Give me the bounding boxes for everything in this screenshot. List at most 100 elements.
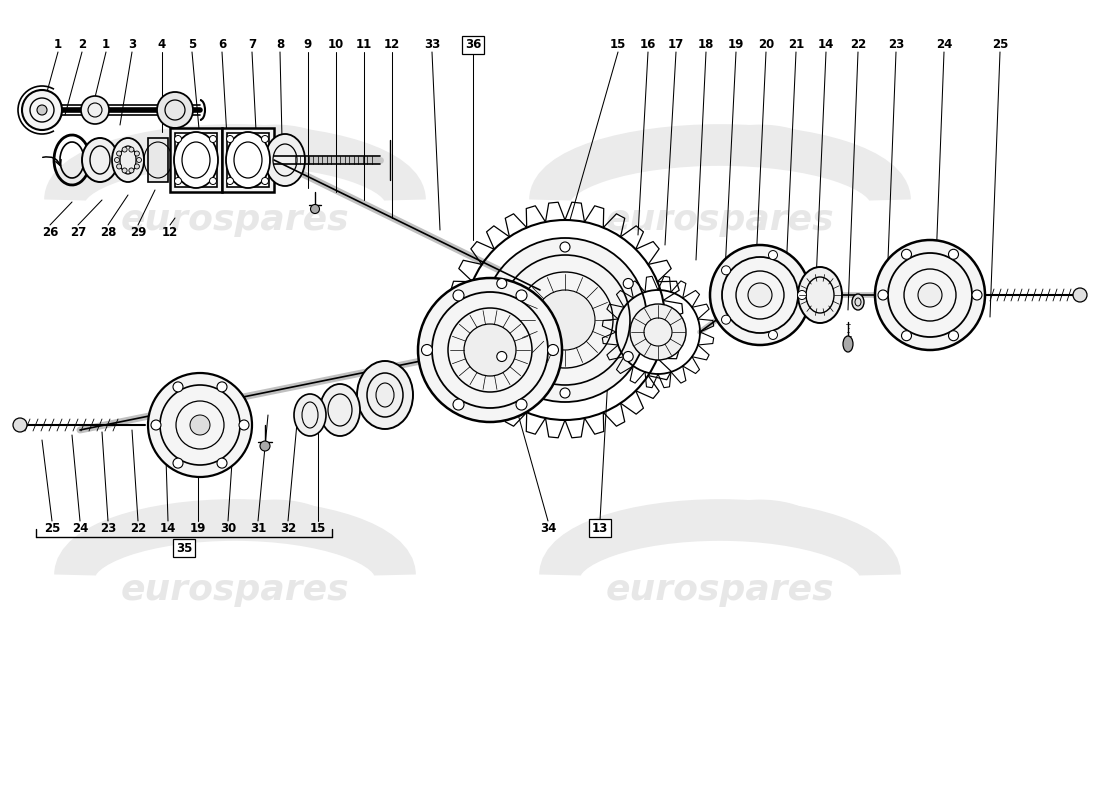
Circle shape <box>902 330 912 341</box>
Circle shape <box>630 304 686 360</box>
Ellipse shape <box>265 134 305 186</box>
Text: 23: 23 <box>888 38 904 51</box>
Circle shape <box>148 373 252 477</box>
Text: 26: 26 <box>42 226 58 238</box>
Text: 23: 23 <box>100 522 117 534</box>
Text: 2: 2 <box>78 38 86 51</box>
Circle shape <box>483 238 647 402</box>
Text: 14: 14 <box>817 38 834 51</box>
Text: 8: 8 <box>276 38 284 51</box>
Circle shape <box>22 90 62 130</box>
Circle shape <box>173 382 183 392</box>
Text: 6: 6 <box>218 38 227 51</box>
Circle shape <box>1072 288 1087 302</box>
Circle shape <box>453 399 464 410</box>
Circle shape <box>497 278 507 289</box>
Text: 12: 12 <box>384 38 400 51</box>
Text: 18: 18 <box>697 38 714 51</box>
Circle shape <box>122 168 128 173</box>
Circle shape <box>421 345 432 355</box>
Circle shape <box>209 178 217 185</box>
Text: 13: 13 <box>592 522 608 534</box>
Text: 16: 16 <box>640 38 657 51</box>
Circle shape <box>798 290 806 299</box>
Circle shape <box>918 283 942 307</box>
Circle shape <box>878 290 888 300</box>
Text: 5: 5 <box>188 38 196 51</box>
Circle shape <box>190 415 210 435</box>
Circle shape <box>114 158 120 162</box>
Text: 29: 29 <box>130 226 146 238</box>
Ellipse shape <box>294 394 326 436</box>
Text: 19: 19 <box>190 522 206 534</box>
Ellipse shape <box>82 138 118 182</box>
Ellipse shape <box>112 138 144 182</box>
Circle shape <box>157 92 192 128</box>
Circle shape <box>175 135 182 142</box>
Text: 15: 15 <box>310 522 327 534</box>
Bar <box>175 133 217 187</box>
Bar <box>170 128 222 192</box>
Text: 21: 21 <box>788 38 804 51</box>
Text: 7: 7 <box>248 38 256 51</box>
Text: 1: 1 <box>102 38 110 51</box>
Circle shape <box>310 205 319 214</box>
Ellipse shape <box>843 336 852 352</box>
Circle shape <box>260 441 270 451</box>
Circle shape <box>748 283 772 307</box>
Text: 25: 25 <box>44 522 60 534</box>
Circle shape <box>453 290 464 301</box>
Circle shape <box>972 290 982 300</box>
Bar <box>148 138 168 182</box>
Circle shape <box>624 278 634 289</box>
Text: 14: 14 <box>160 522 176 534</box>
Bar <box>222 128 274 192</box>
Circle shape <box>710 245 810 345</box>
Ellipse shape <box>358 361 412 429</box>
Text: 1: 1 <box>54 38 62 51</box>
Text: 24: 24 <box>72 522 88 534</box>
Text: 15: 15 <box>609 38 626 51</box>
Text: 32: 32 <box>279 522 296 534</box>
Circle shape <box>548 345 559 355</box>
Circle shape <box>948 330 958 341</box>
Circle shape <box>129 147 134 152</box>
Circle shape <box>136 158 142 162</box>
Ellipse shape <box>226 132 270 188</box>
Text: 4: 4 <box>158 38 166 51</box>
Circle shape <box>117 151 122 156</box>
Circle shape <box>175 178 182 185</box>
Text: 34: 34 <box>540 522 557 534</box>
Text: 31: 31 <box>250 522 266 534</box>
Circle shape <box>217 382 227 392</box>
Circle shape <box>497 351 507 362</box>
Circle shape <box>117 164 122 169</box>
Circle shape <box>262 178 268 185</box>
Text: 33: 33 <box>424 38 440 51</box>
Text: 35: 35 <box>176 542 192 554</box>
Bar <box>227 133 270 187</box>
Circle shape <box>37 105 47 115</box>
Text: 24: 24 <box>936 38 953 51</box>
Circle shape <box>173 458 183 468</box>
Ellipse shape <box>174 132 218 188</box>
Circle shape <box>535 290 595 350</box>
Circle shape <box>769 250 778 259</box>
Text: eurospares: eurospares <box>121 573 350 607</box>
Text: 19: 19 <box>728 38 745 51</box>
Circle shape <box>624 351 634 362</box>
Text: 22: 22 <box>130 522 146 534</box>
Circle shape <box>722 315 730 324</box>
Circle shape <box>151 420 161 430</box>
Circle shape <box>134 164 140 169</box>
Text: 11: 11 <box>356 38 372 51</box>
Circle shape <box>464 324 516 376</box>
Text: 36: 36 <box>465 38 481 51</box>
Text: eurospares: eurospares <box>606 203 834 237</box>
Circle shape <box>217 458 227 468</box>
Circle shape <box>516 399 527 410</box>
Text: 30: 30 <box>220 522 236 534</box>
Text: 27: 27 <box>70 226 86 238</box>
Circle shape <box>516 290 527 301</box>
Text: 10: 10 <box>328 38 344 51</box>
